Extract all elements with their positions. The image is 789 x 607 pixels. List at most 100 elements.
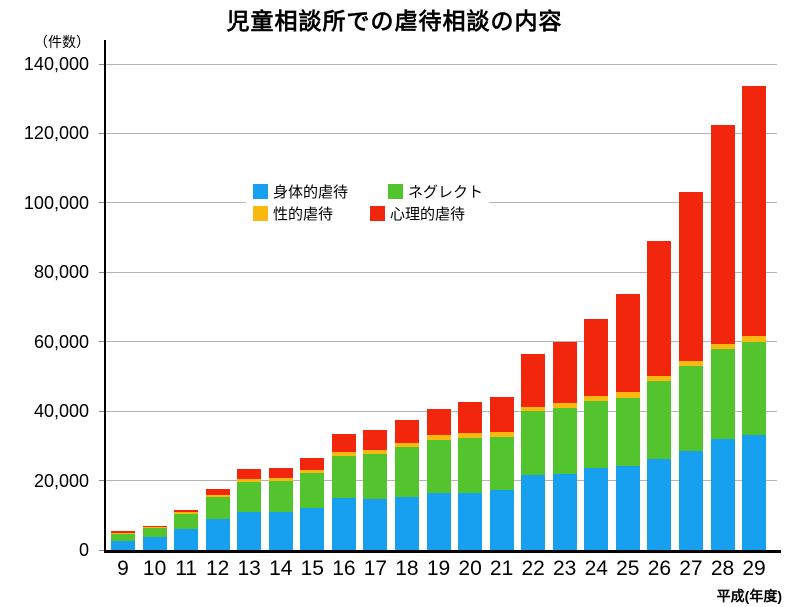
y-tick-mark <box>99 132 106 134</box>
legend-swatch-physical-abuse-icon <box>253 184 268 199</box>
segment-neglect-year-19 <box>426 439 451 494</box>
segment-physical-abuse-year-10 <box>142 537 167 550</box>
legend-label-neglect: ネグレクト <box>408 184 484 201</box>
segment-psychological-abuse-year-25 <box>615 293 640 393</box>
bar-year-14 <box>268 467 293 550</box>
segment-sexual-abuse-year-20 <box>458 433 483 439</box>
legend-label-physical-abuse: 身体的虐待 <box>273 184 349 201</box>
segment-physical-abuse-year-22 <box>521 475 546 550</box>
bar-year-28 <box>710 124 735 550</box>
x-tick-label-22: 22 <box>521 557 545 580</box>
segment-psychological-abuse-year-12 <box>205 488 230 495</box>
bar-year-9 <box>111 531 135 550</box>
x-tick-label-26: 26 <box>647 557 672 580</box>
x-tick-label-28: 28 <box>710 557 735 580</box>
gridline-60,000 <box>106 341 777 343</box>
x-tick-label-29: 29 <box>742 557 766 580</box>
segment-psychological-abuse-year-9 <box>111 531 135 533</box>
segment-psychological-abuse-year-29 <box>742 85 766 337</box>
y-tick-label: 140,000 <box>23 54 89 74</box>
segment-neglect-year-29 <box>742 341 766 435</box>
x-tick-label-20: 20 <box>458 557 482 580</box>
legend-swatch-neglect-icon <box>388 184 403 199</box>
segment-physical-abuse-year-27 <box>678 450 703 550</box>
bar-year-26 <box>647 241 672 550</box>
segment-psychological-abuse-year-22 <box>521 354 546 407</box>
bar-year-23 <box>552 342 577 550</box>
segment-neglect-year-15 <box>300 473 325 509</box>
segment-physical-abuse-year-21 <box>489 489 514 550</box>
bar-year-27 <box>678 191 703 550</box>
legend-item-sexual-abuse: 性的虐待 <box>253 202 340 225</box>
segment-neglect-year-22 <box>521 411 546 476</box>
segment-sexual-abuse-year-9 <box>111 532 135 534</box>
bar-year-21 <box>489 396 514 551</box>
segment-neglect-year-16 <box>331 455 356 499</box>
segment-sexual-abuse-year-26 <box>647 375 672 382</box>
segment-physical-abuse-year-16 <box>331 498 356 550</box>
segment-psychological-abuse-year-21 <box>489 396 514 433</box>
segment-physical-abuse-year-13 <box>237 512 262 550</box>
y-tick-mark <box>99 549 106 551</box>
segment-psychological-abuse-year-15 <box>300 457 325 470</box>
y-tick-label: 0 <box>78 540 89 560</box>
segment-sexual-abuse-year-21 <box>489 432 514 437</box>
bar-year-29 <box>742 85 766 550</box>
segment-psychological-abuse-year-17 <box>363 430 388 451</box>
segment-physical-abuse-year-26 <box>647 459 672 550</box>
bar-year-11 <box>174 509 199 550</box>
segment-sexual-abuse-year-28 <box>710 343 735 350</box>
segment-sexual-abuse-year-25 <box>615 392 640 398</box>
bar-year-12 <box>205 488 230 550</box>
segment-psychological-abuse-year-19 <box>426 408 451 436</box>
x-tick-label-27: 27 <box>679 557 703 580</box>
segment-sexual-abuse-year-29 <box>742 336 766 342</box>
segment-neglect-year-17 <box>363 454 388 499</box>
segment-neglect-year-9 <box>111 533 135 541</box>
segment-neglect-year-11 <box>174 513 199 530</box>
x-tick-label-23: 23 <box>553 557 577 580</box>
y-axis-line <box>104 40 106 553</box>
x-tick-label-10: 10 <box>142 557 167 580</box>
segment-neglect-year-12 <box>205 497 230 520</box>
bar-year-18 <box>394 420 419 550</box>
segment-psychological-abuse-year-26 <box>647 241 672 376</box>
legend-swatch-psychological-abuse-icon <box>370 206 385 221</box>
y-tick-mark <box>99 202 106 204</box>
x-tick-label-12: 12 <box>206 557 230 580</box>
bar-year-15 <box>300 457 325 550</box>
segment-psychological-abuse-year-10 <box>142 525 167 527</box>
segment-sexual-abuse-year-13 <box>237 479 262 482</box>
x-tick-label-14: 14 <box>269 557 293 580</box>
x-tick-label-17: 17 <box>363 557 388 580</box>
y-axis-unit-label: （件数） <box>34 34 90 50</box>
segment-sexual-abuse-year-19 <box>426 435 451 440</box>
x-tick-label-15: 15 <box>300 557 324 580</box>
x-tick-label-9: 9 <box>117 557 129 580</box>
bar-year-20 <box>458 401 483 550</box>
bar-year-19 <box>426 408 451 550</box>
segment-physical-abuse-year-29 <box>742 434 766 550</box>
y-tick-label: 20,000 <box>33 470 89 491</box>
segment-psychological-abuse-year-27 <box>678 191 703 361</box>
segment-sexual-abuse-year-15 <box>300 469 325 474</box>
legend-swatch-sexual-abuse-icon <box>253 206 268 221</box>
segment-physical-abuse-year-12 <box>205 519 230 550</box>
segment-sexual-abuse-year-27 <box>678 360 703 366</box>
segment-neglect-year-23 <box>552 408 577 474</box>
y-tick-label: 120,000 <box>23 123 89 144</box>
bar-year-13 <box>237 469 262 550</box>
segment-physical-abuse-year-15 <box>300 508 325 550</box>
bar-year-10 <box>142 525 167 550</box>
legend-item-neglect: ネグレクト <box>388 180 490 203</box>
y-tick-mark <box>99 341 106 343</box>
segment-physical-abuse-year-24 <box>584 468 609 551</box>
segment-neglect-year-20 <box>458 438 483 494</box>
y-tick-mark <box>99 480 106 482</box>
segment-neglect-year-13 <box>237 481 262 513</box>
segment-physical-abuse-year-20 <box>458 493 483 550</box>
segment-neglect-year-10 <box>142 528 167 538</box>
segment-psychological-abuse-year-24 <box>584 318 609 397</box>
segment-sexual-abuse-year-22 <box>521 406 546 412</box>
